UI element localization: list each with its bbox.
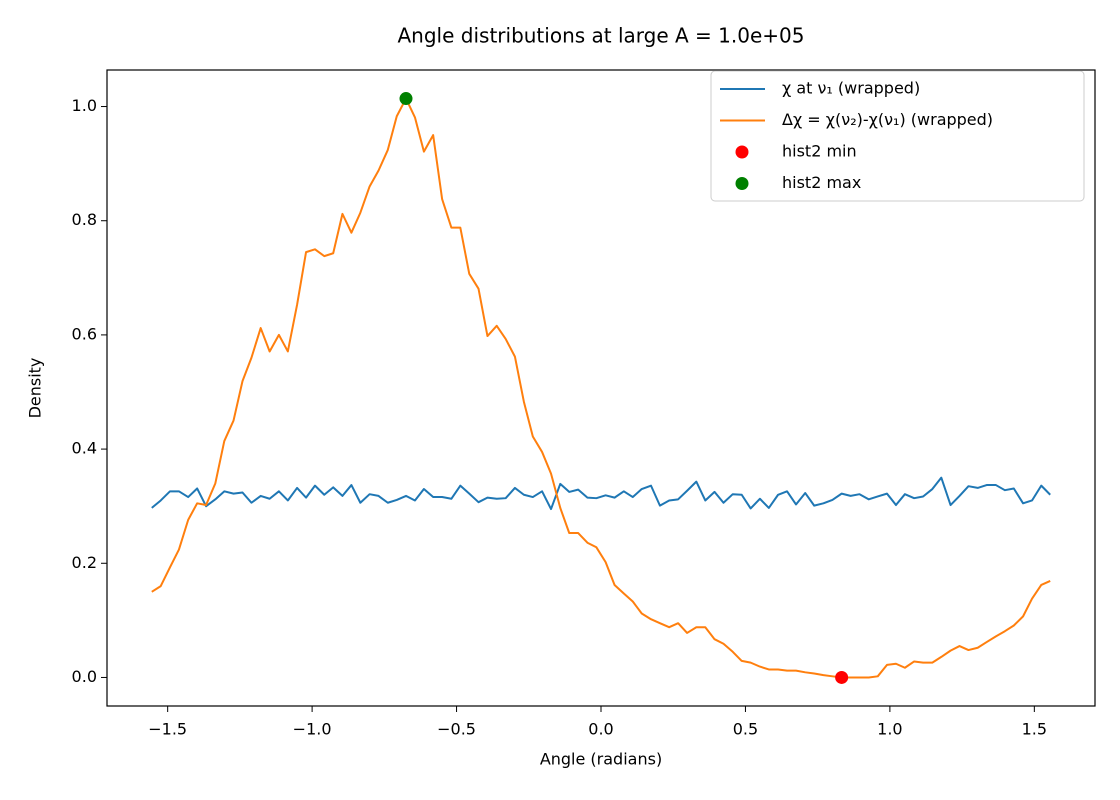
legend-marker [735, 177, 749, 190]
y-tick-label: 0.0 [72, 667, 97, 686]
y-tick-label: 0.6 [72, 324, 97, 343]
x-tick-label: 1.0 [877, 720, 902, 739]
x-axis-label: Angle (radians) [540, 750, 662, 769]
y-tick-label: 0.2 [72, 553, 97, 572]
chart-title: Angle distributions at large A = 1.0e+05 [398, 24, 805, 48]
legend-label: hist2 min [782, 142, 857, 161]
x-tick-label: −0.5 [437, 720, 476, 739]
scatter-point [399, 92, 413, 106]
legend-marker [735, 145, 749, 159]
series-line [151, 476, 1051, 511]
legend-label: χ at ν₁ (wrapped) [782, 79, 920, 98]
x-tick-label: −1.5 [148, 720, 187, 739]
y-tick-label: 0.8 [72, 210, 97, 229]
x-tick-label: 0.5 [733, 720, 758, 739]
legend-box [710, 70, 1085, 202]
series-line [151, 97, 1051, 679]
x-tick-label: −1.0 [293, 720, 332, 739]
y-axis-label: Density [26, 358, 45, 419]
legend-label: Δχ = χ(ν₂)-χ(ν₁) (wrapped) [782, 110, 993, 129]
axes-frame [106, 69, 1096, 707]
scatter-point [835, 670, 849, 684]
y-tick-label: 0.4 [72, 439, 97, 458]
y-tick-label: 1.0 [72, 96, 97, 115]
x-tick-label: 0.0 [588, 720, 613, 739]
legend-label: hist2 max [782, 173, 861, 192]
x-tick-label: 1.5 [1022, 720, 1047, 739]
